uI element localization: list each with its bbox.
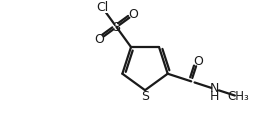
Text: H: H	[210, 90, 219, 103]
Text: S: S	[141, 90, 149, 103]
Text: Cl: Cl	[96, 1, 108, 14]
Text: S: S	[112, 21, 120, 34]
Text: N: N	[210, 83, 219, 96]
Text: CH₃: CH₃	[227, 90, 249, 103]
Text: O: O	[193, 55, 203, 68]
Text: O: O	[95, 33, 104, 46]
Text: O: O	[129, 8, 139, 21]
